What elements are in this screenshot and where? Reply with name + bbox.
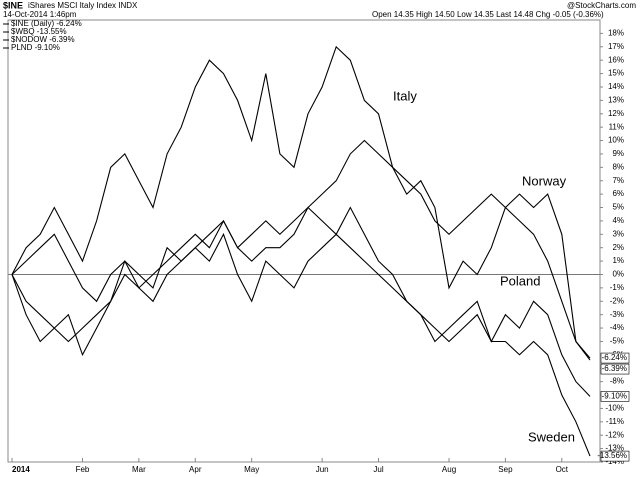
annotation: Italy bbox=[393, 88, 417, 103]
y-tick-label: -2% bbox=[610, 296, 624, 305]
legend-label: $NODOW -6.39% bbox=[11, 35, 75, 44]
series-line bbox=[11, 45, 591, 359]
annotation: Sweden bbox=[528, 429, 575, 444]
x-tick-label: Aug bbox=[442, 465, 456, 474]
y-tick-label: 3% bbox=[612, 229, 624, 238]
symbol: $INE bbox=[3, 0, 23, 10]
y-tick-label: 1% bbox=[612, 256, 624, 265]
y-tick-label: -10% bbox=[605, 404, 624, 413]
y-tick-label: 16% bbox=[608, 55, 624, 64]
series-line bbox=[11, 139, 591, 361]
legend-label: $INE (Daily) -6.24% bbox=[11, 19, 82, 28]
y-tick-label: -12% bbox=[605, 430, 624, 439]
y-tick-label: 7% bbox=[612, 176, 624, 185]
x-tick-label: 2014 bbox=[12, 465, 30, 474]
end-label: -6.39% bbox=[602, 364, 627, 373]
y-tick-label: -14% bbox=[605, 457, 624, 466]
end-label: -9.10% bbox=[602, 391, 627, 400]
y-tick-label: -5% bbox=[610, 337, 624, 346]
plot-frame bbox=[7, 19, 601, 463]
x-tick-label: Oct bbox=[556, 465, 569, 474]
y-tick-label: -3% bbox=[610, 310, 624, 319]
series-line bbox=[11, 232, 591, 397]
legend-label: $WBQ -13.55% bbox=[11, 27, 67, 36]
y-tick-label: 6% bbox=[612, 189, 624, 198]
x-tick-label: Mar bbox=[132, 465, 146, 474]
x-tick-label: May bbox=[244, 465, 259, 474]
end-label-box bbox=[600, 391, 630, 402]
x-tick-label: Feb bbox=[76, 465, 90, 474]
x-tick-label: Jun bbox=[316, 465, 329, 474]
x-tick-label: Apr bbox=[189, 465, 202, 474]
y-tick-label: 17% bbox=[608, 42, 624, 51]
end-label-box bbox=[600, 363, 630, 375]
end-label-box bbox=[600, 352, 630, 364]
y-tick-label: 10% bbox=[608, 136, 624, 145]
y-tick-label: 5% bbox=[612, 203, 624, 212]
y-tick-label: 12% bbox=[608, 109, 624, 118]
credit: @StockCharts.com bbox=[567, 1, 636, 10]
y-tick-label: -1% bbox=[610, 283, 624, 292]
x-tick-label: Sep bbox=[498, 465, 513, 474]
chart-title: iShares MSCI Italy Index INDX bbox=[28, 1, 138, 10]
y-tick-label: 9% bbox=[612, 149, 624, 158]
y-tick-label: 11% bbox=[609, 122, 624, 131]
y-tick-label: 0% bbox=[612, 270, 624, 279]
series-line bbox=[11, 206, 591, 457]
annotation: Poland bbox=[500, 273, 540, 288]
y-tick-label: -13% bbox=[605, 444, 624, 453]
y-tick-label: 15% bbox=[608, 69, 624, 78]
end-label-box bbox=[600, 450, 630, 462]
y-tick-label: -11% bbox=[606, 417, 624, 426]
y-tick-label: 18% bbox=[608, 29, 624, 38]
annotation: Norway bbox=[522, 173, 567, 188]
timestamp: 14-Oct-2014 1:46pm bbox=[3, 10, 77, 19]
y-tick-label: 8% bbox=[612, 162, 624, 171]
y-tick-label: -8% bbox=[610, 377, 624, 386]
x-tick-label: Jul bbox=[373, 465, 383, 474]
y-tick-label: 2% bbox=[612, 243, 624, 252]
y-tick-label: 4% bbox=[612, 216, 624, 225]
y-tick-label: 13% bbox=[608, 95, 624, 104]
y-tick-label: -4% bbox=[610, 323, 624, 332]
end-label: -6.24% bbox=[602, 353, 627, 362]
end-label: -13.56% bbox=[597, 451, 627, 460]
y-tick-label: 14% bbox=[608, 82, 624, 91]
legend-label: PLND -9.10% bbox=[11, 43, 60, 52]
quote: Open 14.35 High 14.50 Low 14.35 Last 14.… bbox=[372, 10, 604, 19]
